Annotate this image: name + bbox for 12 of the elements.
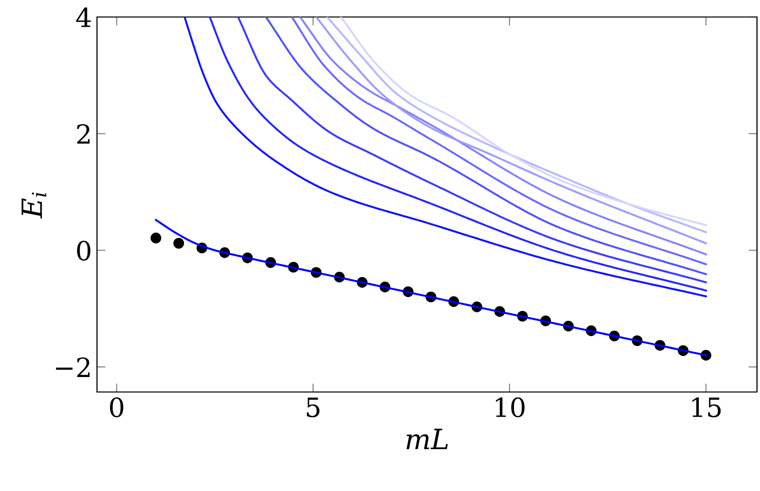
y-tick-label: 2 (77, 124, 90, 144)
y-axis-title: E$_{i}$ (22, 192, 46, 219)
y-tick-label: 0 (77, 240, 90, 261)
x-tick-label: 0 (110, 397, 124, 418)
point (150, 232, 162, 244)
x-axis-title: mL (406, 428, 448, 450)
x-tick-label: 15 (692, 397, 721, 418)
x-tick-label: 5 (306, 398, 320, 418)
point (173, 238, 184, 249)
y-tick-label: −2 (56, 357, 90, 377)
y-tick-label: 4 (76, 7, 91, 28)
x-tick-label: 10 (496, 397, 525, 418)
